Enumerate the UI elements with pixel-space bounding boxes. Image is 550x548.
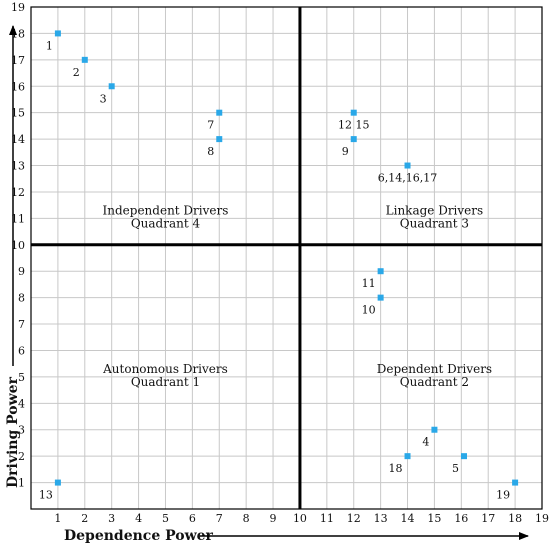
quadrant-label-number: Quadrant 2: [400, 375, 469, 389]
data-point: [54, 30, 61, 37]
plot-frame: [30, 6, 543, 510]
data-point: [216, 136, 223, 143]
y-tick-label: 1: [18, 477, 25, 490]
data-point: [350, 136, 357, 143]
data-point: [216, 109, 223, 116]
data-point-label: 4: [422, 436, 429, 449]
quadrant-label-title: Independent Drivers: [103, 203, 229, 217]
data-point: [377, 294, 384, 301]
x-tick-label: 18: [508, 512, 522, 525]
x-tick-label: 5: [162, 512, 169, 525]
x-tick-label: 13: [374, 512, 388, 525]
x-tick-label: 7: [216, 512, 223, 525]
data-point-label: 6,14,16,17: [378, 172, 437, 185]
y-tick-label: 6: [18, 344, 25, 357]
y-tick-label: 10: [11, 239, 25, 252]
y-tick-label: 13: [11, 160, 25, 173]
quadrant-label-number: Quadrant 4: [131, 216, 201, 230]
data-point: [81, 56, 88, 63]
grid-lines: [31, 7, 542, 509]
x-tick-label: 11: [320, 512, 334, 525]
y-tick-label: 14: [11, 133, 25, 146]
x-tick-label: 19: [535, 512, 549, 525]
y-tick-label: 19: [11, 1, 25, 14]
x-axis-label: Dependence Power: [64, 528, 214, 544]
y-axis-title: Driving Power: [5, 25, 21, 488]
data-point-label: 3: [100, 92, 107, 105]
data-point-label: 8: [207, 145, 214, 158]
plot-border: [30, 6, 543, 510]
data-point-label: 10: [362, 304, 376, 317]
data-point-label: 1: [46, 39, 53, 52]
y-tick-label: 16: [11, 80, 25, 93]
quadrant-label-number: Quadrant 1: [131, 375, 200, 389]
x-tick-label: 2: [81, 512, 88, 525]
y-tick-label: 4: [18, 397, 25, 410]
x-tick-label: 16: [454, 512, 468, 525]
data-point-label: 12 15: [338, 119, 370, 132]
data-point: [431, 426, 438, 433]
quadrant-label-title: Linkage Drivers: [386, 203, 484, 217]
quadrant-label-title: Autonomous Drivers: [102, 362, 228, 376]
y-tick-label: 2: [18, 450, 25, 463]
data-point-label: 11: [362, 277, 376, 290]
x-tick-label: 12: [347, 512, 361, 525]
x-tick-label: 17: [481, 512, 495, 525]
data-point: [377, 268, 384, 275]
data-point: [404, 162, 411, 169]
y-tick-label: 12: [11, 186, 25, 199]
x-tick-label: 3: [108, 512, 115, 525]
y-axis-label: Driving Power: [5, 376, 21, 488]
x-tick-label: 14: [401, 512, 415, 525]
x-tick-labels: 1 2 3 4 5 6 7 8 9 10 11 12 13 14 15 16 17 18 19: [54, 512, 549, 525]
y-tick-label: 9: [18, 265, 25, 278]
y-tick-label: 15: [11, 107, 25, 120]
x-tick-label: 9: [270, 512, 277, 525]
quadrant-label-title: Dependent Drivers: [377, 362, 492, 376]
y-tick-label: 11: [11, 212, 25, 225]
x-tick-label: 6: [189, 512, 196, 525]
data-point: [108, 83, 115, 90]
y-tick-label: 8: [18, 292, 25, 305]
x-tick-label: 4: [135, 512, 142, 525]
data-point-label: 18: [389, 462, 403, 475]
quadrant-dividers: [31, 7, 542, 509]
x-axis-title: Dependence Power: [64, 528, 529, 544]
data-points: 1 2 3 7 8 12 15 9 6,14,16,17 11 10 4 18 5 13 19: [39, 30, 519, 502]
data-point-label: 9: [342, 145, 349, 158]
data-point-label: 7: [207, 119, 214, 132]
x-tick-label: 10: [293, 512, 307, 525]
y-tick-label: 3: [18, 424, 25, 437]
data-point-label: 13: [39, 489, 53, 502]
x-tick-label: 15: [427, 512, 441, 525]
data-point-label: 5: [452, 462, 459, 475]
data-point: [54, 479, 61, 486]
data-point: [461, 453, 468, 460]
data-point: [404, 453, 411, 460]
data-point-label: 2: [73, 66, 80, 79]
y-tick-label: 17: [11, 54, 25, 67]
data-point: [350, 109, 357, 116]
data-point: [512, 479, 519, 486]
y-tick-label: 7: [18, 318, 25, 331]
quadrant-label-number: Quadrant 3: [400, 216, 469, 230]
y-tick-label: 5: [18, 371, 25, 384]
x-tick-label: 1: [54, 512, 61, 525]
x-tick-label: 8: [243, 512, 250, 525]
data-point-label: 19: [496, 489, 510, 502]
